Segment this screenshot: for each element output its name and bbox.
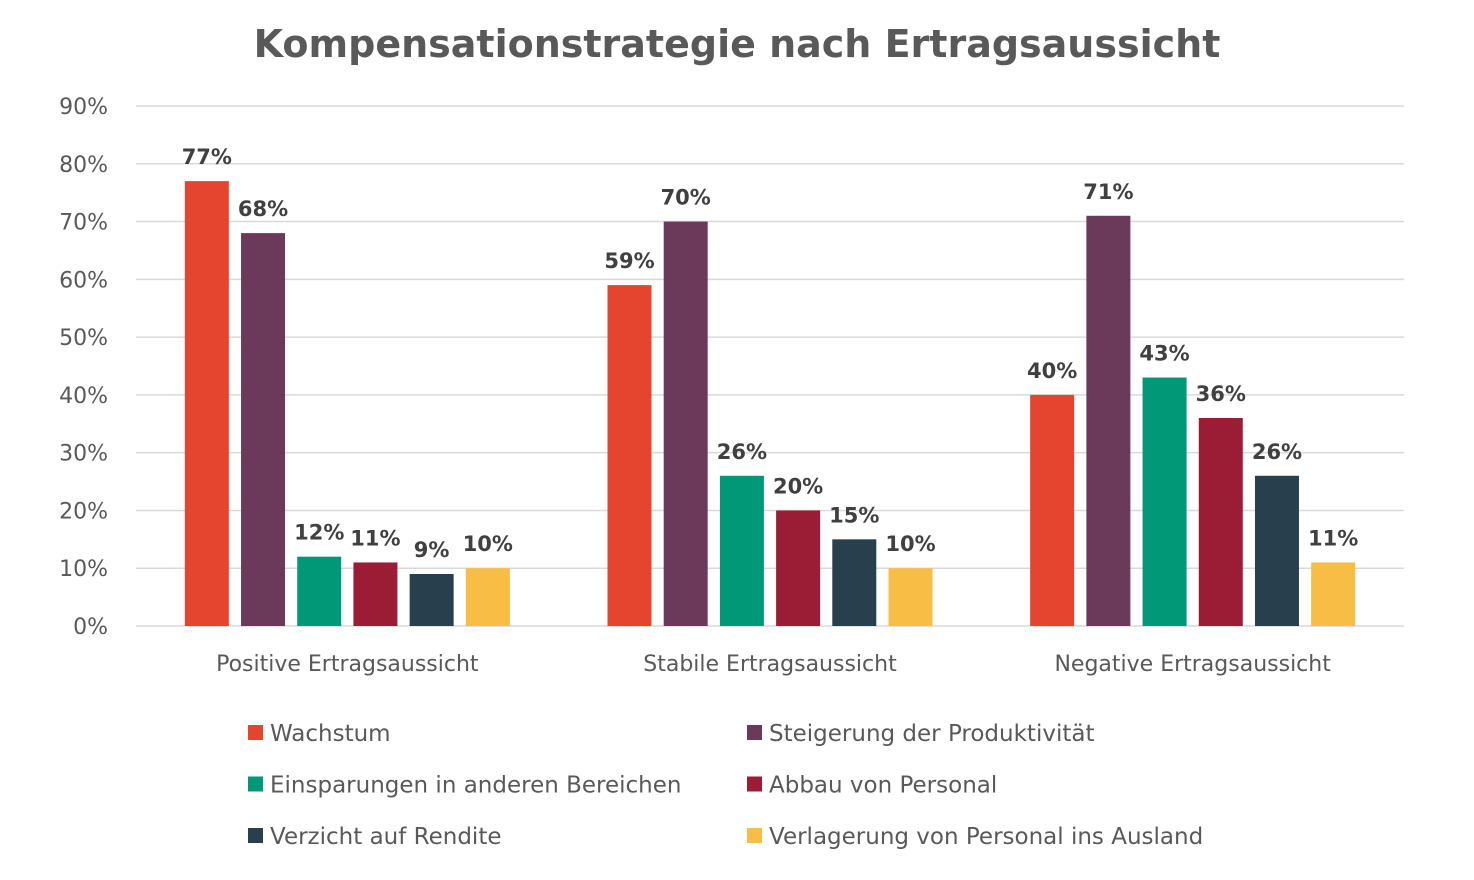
bar (1254, 475, 1299, 626)
legend-swatch (747, 828, 762, 843)
bar (241, 233, 286, 626)
legend-label: Verlagerung von Personal ins Ausland (769, 824, 1203, 850)
bar (1198, 418, 1243, 626)
bar (409, 574, 454, 626)
data-label: 26% (717, 440, 767, 464)
x-tick-label: Stabile Ertragsaussicht (643, 652, 897, 677)
data-label: 10% (463, 532, 513, 556)
data-label: 36% (1196, 382, 1246, 406)
data-label: 11% (350, 526, 400, 550)
y-tick-label: 20% (59, 499, 108, 524)
data-label: 77% (182, 145, 232, 169)
legend-swatch (248, 725, 263, 740)
bar (1311, 562, 1356, 626)
legend-label: Abbau von Personal (769, 773, 997, 799)
x-tick-label: Negative Ertragsaussicht (1054, 652, 1331, 677)
data-label: 11% (1308, 526, 1358, 550)
chart-title: Kompensationstrategie nach Ertragsaussic… (254, 22, 1221, 66)
bar (776, 510, 821, 626)
bar (719, 475, 764, 626)
bar (353, 562, 398, 626)
y-tick-label: 90% (59, 95, 108, 120)
x-tick-label: Positive Ertragsaussicht (216, 652, 479, 677)
data-label: 26% (1252, 440, 1302, 464)
legend-label: Einsparungen in anderen Bereichen (270, 773, 681, 799)
data-label: 10% (885, 532, 935, 556)
y-tick-label: 80% (59, 153, 108, 178)
legend-swatch (248, 776, 263, 792)
y-tick-label: 10% (59, 557, 108, 582)
y-tick-label: 70% (59, 211, 108, 236)
data-label: 59% (604, 249, 654, 273)
data-label: 9% (414, 538, 450, 562)
bar (1086, 215, 1131, 626)
data-label: 70% (661, 186, 711, 210)
bar (888, 568, 933, 626)
data-label: 20% (773, 474, 823, 498)
legend-swatch (248, 828, 263, 843)
data-label: 43% (1139, 342, 1189, 366)
bar (297, 556, 342, 626)
data-label: 12% (294, 521, 344, 545)
legend-swatch (747, 776, 762, 792)
y-tick-label: 30% (59, 442, 108, 467)
bar (465, 568, 510, 626)
legend-label: Verzicht auf Rendite (270, 824, 501, 850)
bar (1030, 394, 1075, 626)
data-label: 71% (1083, 180, 1133, 204)
bar (832, 539, 877, 626)
legend-label: Steigerung der Produktivität (769, 721, 1094, 747)
bar (184, 181, 229, 626)
bar (607, 285, 652, 626)
data-label: 40% (1027, 359, 1077, 383)
y-tick-label: 0% (73, 615, 108, 640)
y-tick-label: 60% (59, 268, 108, 293)
y-tick-label: 50% (59, 326, 108, 351)
y-tick-label: 40% (59, 384, 108, 409)
legend-label: Wachstum (270, 721, 391, 747)
data-label: 15% (829, 503, 879, 527)
bar (663, 221, 708, 627)
bar (1142, 377, 1187, 626)
legend-swatch (747, 725, 762, 740)
data-label: 68% (238, 197, 288, 221)
